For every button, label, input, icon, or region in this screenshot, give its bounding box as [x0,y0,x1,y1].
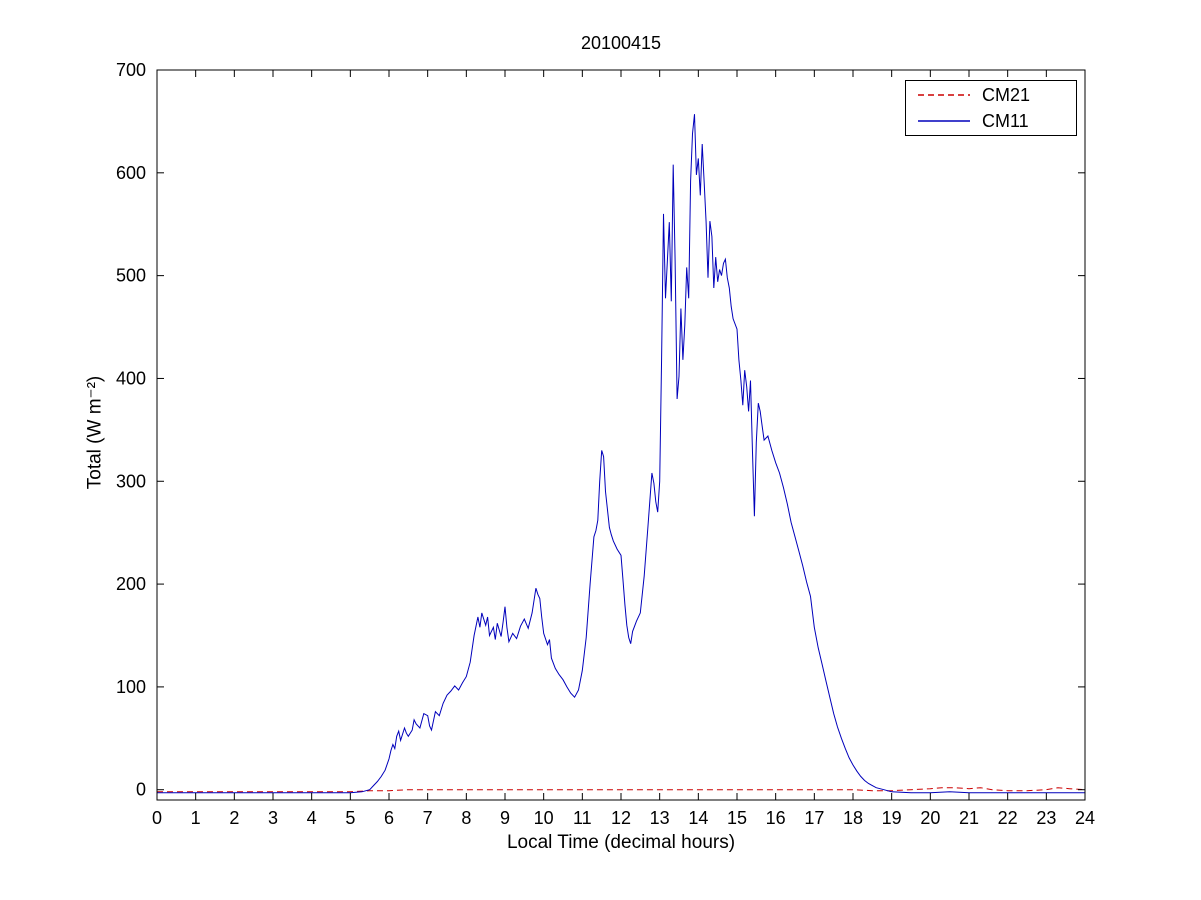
x-tick-label: 20 [920,808,940,828]
x-tick-label: 15 [727,808,747,828]
x-tick-label: 1 [191,808,201,828]
x-tick-label: 14 [688,808,708,828]
x-tick-label: 3 [268,808,278,828]
x-tick-label: 4 [307,808,317,828]
legend: CM21 CM11 [905,80,1077,136]
x-tick-label: 22 [998,808,1018,828]
x-tick-label: 24 [1075,808,1095,828]
legend-item-cm21: CM21 [906,83,1076,107]
y-axis-label: Total (W m⁻²) [84,375,106,490]
x-tick-label: 16 [766,808,786,828]
y-tick-label: 500 [116,266,146,286]
legend-line-cm11-icon [918,120,970,122]
y-tick-label: 300 [116,471,146,491]
y-tick-label: 200 [116,574,146,594]
chart-title: 20100415 [580,33,662,53]
series-line-cm21 [157,787,1086,793]
x-tick-label: 21 [959,808,979,828]
x-tick-label: 10 [534,808,554,828]
legend-label-cm11: CM11 [982,110,1029,131]
y-tick-label: 100 [116,677,146,697]
x-tick-label: 6 [384,808,394,828]
x-tick-label: 18 [843,808,863,828]
y-tick-label: 400 [116,368,146,388]
x-tick-label: 13 [650,808,670,828]
y-tick-label: 0 [136,780,146,800]
x-tick-label: 11 [573,808,592,828]
x-tick-label: 9 [500,808,510,828]
x-axis-label: Local Time (decimal hours) [506,832,736,853]
y-tick-label: 700 [116,60,146,80]
legend-item-cm11: CM11 [906,109,1076,133]
legend-line-cm21-icon [918,94,970,96]
series-line-cm11 [157,114,1085,794]
axes-frame [156,69,1086,801]
x-tick-label: 0 [152,808,162,828]
y-tick-label: 600 [116,163,146,183]
x-tick-label: 8 [461,808,471,828]
x-tick-label: 2 [229,808,239,828]
x-tick-label: 12 [611,808,631,828]
x-tick-label: 17 [804,808,824,828]
x-tick-label: 19 [882,808,902,828]
x-tick-label: 7 [423,808,433,828]
legend-label-cm21: CM21 [982,84,1031,105]
x-tick-label: 5 [345,808,355,828]
x-tick-label: 23 [1036,808,1056,828]
